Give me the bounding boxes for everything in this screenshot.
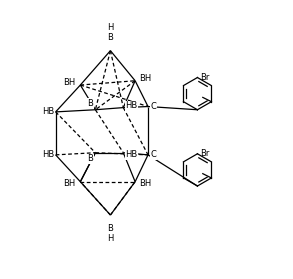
Text: Br: Br: [200, 149, 209, 158]
Text: BH: BH: [63, 78, 75, 87]
Text: B
H: B H: [107, 223, 114, 243]
Text: BH: BH: [63, 179, 75, 188]
Text: H
B: H B: [107, 23, 114, 42]
Text: B: B: [87, 99, 93, 108]
Text: C: C: [151, 102, 156, 111]
Text: HB: HB: [42, 107, 54, 116]
Text: BH: BH: [139, 179, 151, 188]
Text: HB: HB: [125, 101, 138, 110]
Text: HB: HB: [125, 150, 138, 159]
Text: Br: Br: [200, 73, 209, 82]
Text: HB: HB: [42, 150, 54, 159]
Text: B: B: [87, 155, 93, 163]
Text: BH: BH: [139, 74, 151, 83]
Text: C: C: [151, 150, 156, 159]
